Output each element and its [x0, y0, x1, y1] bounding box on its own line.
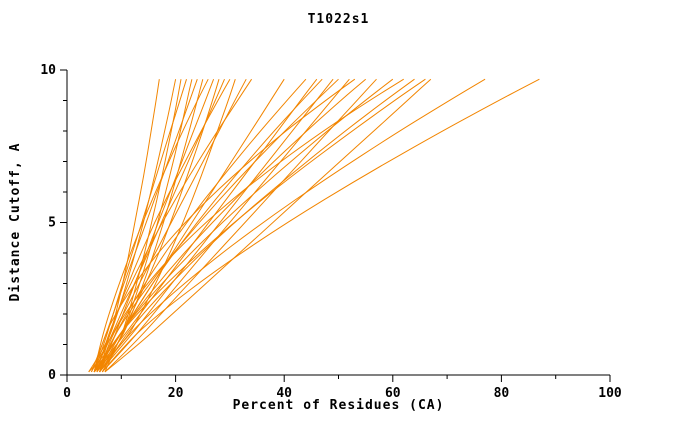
series-line	[93, 78, 356, 373]
series-line	[101, 79, 182, 373]
series-line	[99, 78, 231, 373]
series-lines	[88, 78, 540, 373]
series-line	[99, 78, 404, 373]
series-line	[99, 78, 367, 373]
series-line	[99, 78, 486, 373]
series-line	[93, 79, 225, 373]
series-line	[96, 78, 339, 373]
x-tick-label: 80	[494, 386, 510, 401]
series-line	[101, 78, 350, 373]
y-tick-label: 10	[40, 63, 56, 78]
y-axis-ticks: 0 5 10	[40, 63, 67, 383]
series-line	[99, 78, 334, 373]
series-line	[93, 78, 285, 373]
x-tick-label: 40	[276, 386, 292, 401]
x-tick-label: 60	[385, 386, 401, 401]
x-axis-label: Percent of Residues (CA)	[232, 398, 445, 413]
series-line	[99, 79, 215, 373]
x-tick-label: 100	[598, 386, 622, 401]
series-line	[101, 78, 540, 373]
series-line	[93, 78, 209, 373]
y-tick-label: 5	[48, 216, 56, 231]
series-line	[93, 79, 160, 373]
x-tick-label: 0	[63, 386, 71, 401]
series-line	[93, 79, 236, 373]
series-line	[93, 78, 318, 373]
x-axis-ticks: 0 20 40 60 80 100	[63, 375, 622, 401]
series-line	[104, 78, 323, 373]
chart-title: T1022s1	[307, 12, 370, 27]
x-tick-label: 20	[168, 386, 184, 401]
series-line	[99, 79, 193, 373]
y-tick-label: 0	[48, 368, 56, 383]
axes-frame	[66, 70, 610, 376]
series-line	[90, 79, 198, 373]
series-line	[93, 78, 426, 373]
series-line	[96, 78, 253, 373]
series-line	[104, 78, 432, 373]
series-line	[104, 78, 377, 373]
